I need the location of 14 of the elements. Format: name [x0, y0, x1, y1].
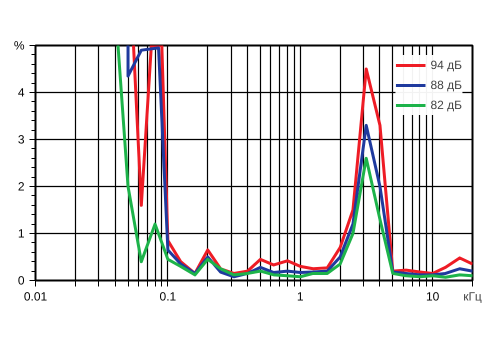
x-tick-label: 0.01 — [24, 290, 48, 304]
y-tick-label: 4 — [18, 86, 25, 100]
x-tick-label: 10 — [426, 290, 440, 304]
y-tick-label: 2 — [18, 180, 25, 194]
y-tick-label: % — [14, 38, 25, 52]
x-tick-label: 1 — [296, 290, 304, 304]
legend-label: 94 дБ — [430, 58, 462, 72]
y-tick-label: 3 — [18, 132, 25, 146]
legend-label: 82 дБ — [430, 98, 462, 112]
legend-label: 88 дБ — [430, 78, 462, 92]
y-tick-label: 0 — [18, 274, 25, 288]
x-axis-title: кГц — [463, 290, 482, 304]
y-tick-label: 1 — [18, 226, 25, 240]
x-tick-label: 0.1 — [160, 290, 177, 304]
